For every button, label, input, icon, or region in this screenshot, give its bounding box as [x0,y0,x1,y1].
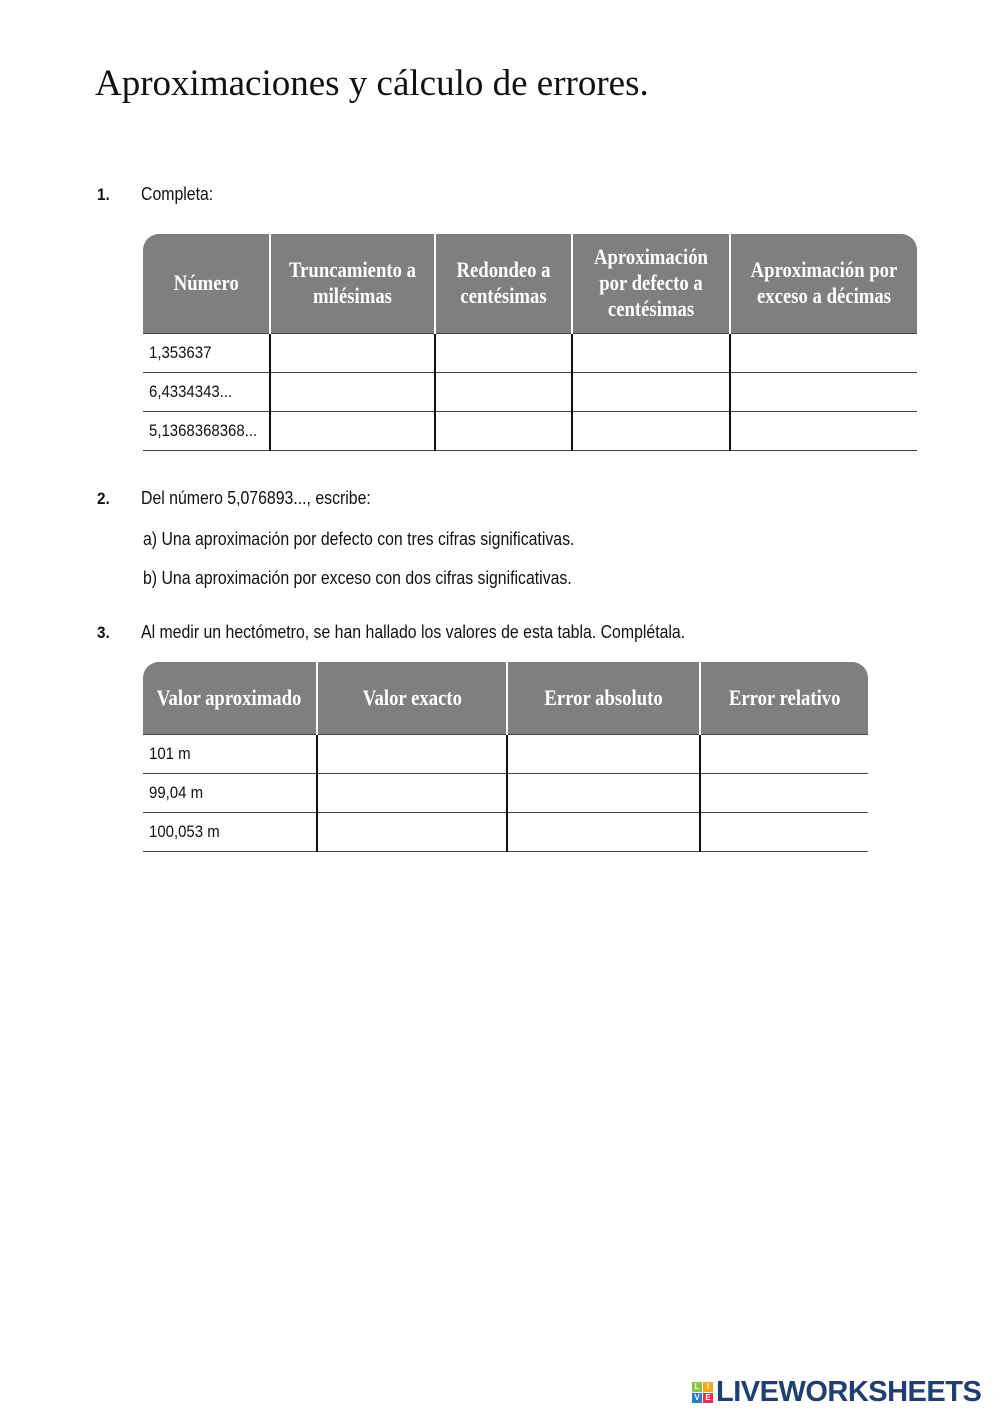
table-row: 5,1368368368... [143,410,917,451]
table-row: 99,04 m [143,772,868,812]
header-valor-aproximado: Valor aproximado [143,662,317,734]
question-2b: b) Una aproximación por exceso con dos c… [143,568,572,588]
header-exceso: Aproximación por exceso a décimas [729,234,917,333]
header-error-absoluto: Error absoluto [506,662,700,734]
question-1-number: 1. [97,185,110,204]
question-2-text: Del número 5,076893..., escribe: [141,488,371,508]
table-row: 100,053 m [143,811,868,852]
page-title: Aproximaciones y cálculo de errores. [95,63,649,104]
header-redondeo: Redondeo a centésimas [434,234,572,333]
table-approximations: Número Truncamiento a milésimas Redondeo… [143,234,917,451]
header-error-relativo: Error relativo [699,662,868,734]
table-row: 6,4334343... [143,371,917,411]
question-3-text: Al medir un hectómetro, se han hallado l… [141,622,686,642]
table-row: 1,353637 [143,332,917,372]
question-2a: a) Una aproximación por defecto con tres… [143,529,575,549]
question-3-number: 3. [97,623,110,642]
table-errors: Valor aproximado Valor exacto Error abso… [143,662,868,852]
logo-text: LIVEWORKSHEETS [716,1376,982,1408]
header-defecto: Aproximación por defecto a centésimas [571,234,730,333]
table-row: 101 m [143,733,868,773]
header-numero: Número [143,234,270,333]
question-2-number: 2. [97,489,110,508]
question-1-text: Completa: [141,184,214,204]
header-truncamiento: Truncamiento a milésimas [269,234,435,333]
header-valor-exacto: Valor exacto [316,662,507,734]
